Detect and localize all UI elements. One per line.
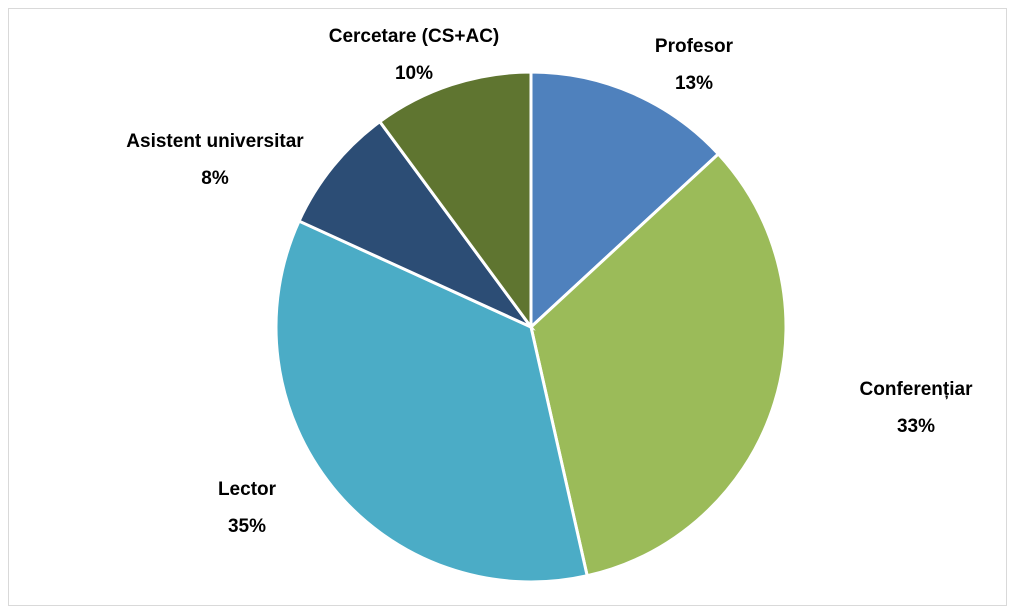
slice-label: Conferențiar <box>860 379 974 400</box>
pie-slice <box>529 70 721 331</box>
pie-slice <box>529 151 788 578</box>
slice-label: Asistent universitar <box>126 131 304 152</box>
slice-label: Profesor <box>655 36 734 57</box>
pie-slice <box>274 219 589 584</box>
slice-value-label: 13% <box>675 73 713 94</box>
slice-value-label: 10% <box>395 63 433 84</box>
slice-label: Cercetare (CS+AC) <box>329 26 500 47</box>
pie-slice <box>297 119 536 331</box>
slice-label: Lector <box>218 479 277 500</box>
slice-value-label: 8% <box>201 168 229 189</box>
slice-value-label: 35% <box>228 516 266 537</box>
slice-value-label: 33% <box>897 416 935 437</box>
pie-slice <box>377 70 533 332</box>
